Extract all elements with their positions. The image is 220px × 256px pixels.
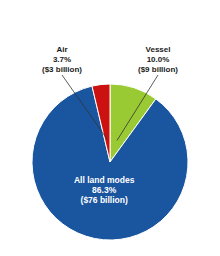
slice-label: ($3 billion) — [42, 65, 82, 74]
slice-label: Vessel — [146, 45, 171, 54]
slice-label: Air — [56, 45, 67, 54]
slice-label: 10.0% — [147, 55, 170, 64]
leader-line — [62, 75, 107, 140]
pie-slice — [92, 84, 110, 162]
slice-label: 86.3% — [92, 185, 117, 195]
slice-label: ($9 billion) — [138, 65, 178, 74]
slice-label: 3.7% — [53, 55, 71, 64]
pie — [32, 84, 188, 240]
slice-label: ($76 billion) — [81, 195, 128, 205]
chart-svg: Vessel10.0%($9 billion) All land modes86.… — [0, 0, 220, 256]
leader-line — [117, 75, 158, 140]
labels: Vessel10.0%($9 billion) All land modes86.… — [42, 45, 178, 205]
slice-label: All land modes — [74, 175, 135, 185]
